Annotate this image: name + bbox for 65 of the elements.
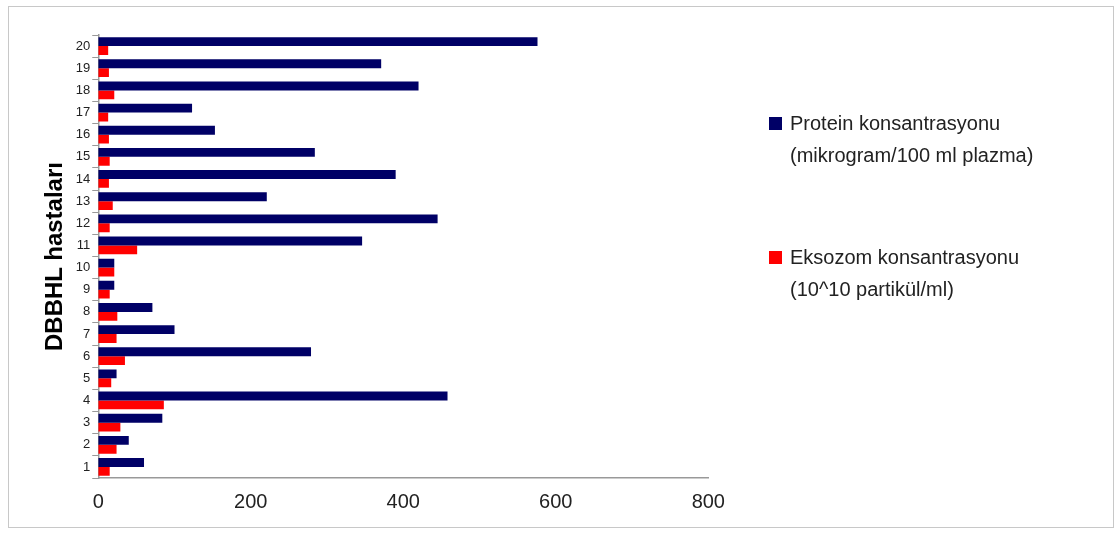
bar <box>98 46 109 55</box>
bar <box>98 147 315 157</box>
bar <box>98 201 113 210</box>
bar <box>98 369 117 379</box>
bar <box>98 37 538 47</box>
legend-label: Protein konsantrasyonu (mikrogram/100 ml plazma) <box>790 111 1035 168</box>
y-tick-label: 16 <box>75 126 91 142</box>
y-tick-label: 2 <box>83 436 91 452</box>
y-tick-label: 1 <box>83 458 91 474</box>
y-tick-label: 19 <box>75 59 91 75</box>
y-tick-label: 12 <box>75 214 91 230</box>
bar <box>98 466 110 476</box>
y-tick-label: 8 <box>83 303 91 319</box>
y-tick-label: 10 <box>75 259 91 275</box>
bar <box>98 103 193 113</box>
bar <box>98 223 110 233</box>
bar <box>98 356 125 366</box>
bar <box>98 81 419 91</box>
bar <box>98 90 115 100</box>
bar <box>98 347 312 357</box>
y-tick-label: 11 <box>76 237 91 252</box>
y-tick-label: 6 <box>83 347 91 363</box>
bar <box>98 245 138 255</box>
y-axis-title: DBBHL hastaları <box>40 162 68 351</box>
x-tick-label: 600 <box>539 489 573 512</box>
x-tick-label: 0 <box>92 489 104 512</box>
bar <box>98 125 215 135</box>
bar <box>98 391 448 401</box>
x-tick-label: 800 <box>691 489 725 512</box>
x-tick-label: 400 <box>386 489 420 512</box>
y-tick-label: 9 <box>83 281 91 297</box>
bar <box>98 280 115 290</box>
bar <box>98 378 112 388</box>
bar <box>98 413 163 423</box>
bar <box>98 444 117 454</box>
y-tick-label: 14 <box>75 170 91 186</box>
bar <box>98 289 110 299</box>
bar <box>98 325 175 335</box>
bar <box>98 334 117 343</box>
bar <box>98 435 129 445</box>
bar <box>98 458 145 467</box>
y-tick-label: 20 <box>75 37 91 53</box>
bar <box>98 134 109 144</box>
y-tick-label: 18 <box>75 81 91 97</box>
bar <box>98 68 109 78</box>
y-tick-label: 3 <box>83 414 91 430</box>
bar <box>98 192 267 202</box>
y-tick-label: 13 <box>75 192 91 208</box>
bar <box>98 214 438 224</box>
y-tick-label: 15 <box>75 148 91 164</box>
bar <box>98 311 118 321</box>
x-tick-label: 200 <box>234 489 268 512</box>
bar <box>98 59 382 69</box>
y-tick-label: 4 <box>83 392 91 408</box>
bar <box>98 178 109 188</box>
bar <box>98 258 115 268</box>
legend-label: Eksozom konsantrasyonu (10^10 partikül/ml) <box>790 245 1020 302</box>
y-tick-label: 7 <box>83 325 91 341</box>
bar <box>98 236 363 246</box>
bar <box>98 156 110 166</box>
bar <box>98 400 164 410</box>
bar <box>98 303 153 312</box>
y-tick-label: 5 <box>83 369 91 385</box>
bar <box>98 170 396 179</box>
y-tick-label: 17 <box>75 104 91 120</box>
